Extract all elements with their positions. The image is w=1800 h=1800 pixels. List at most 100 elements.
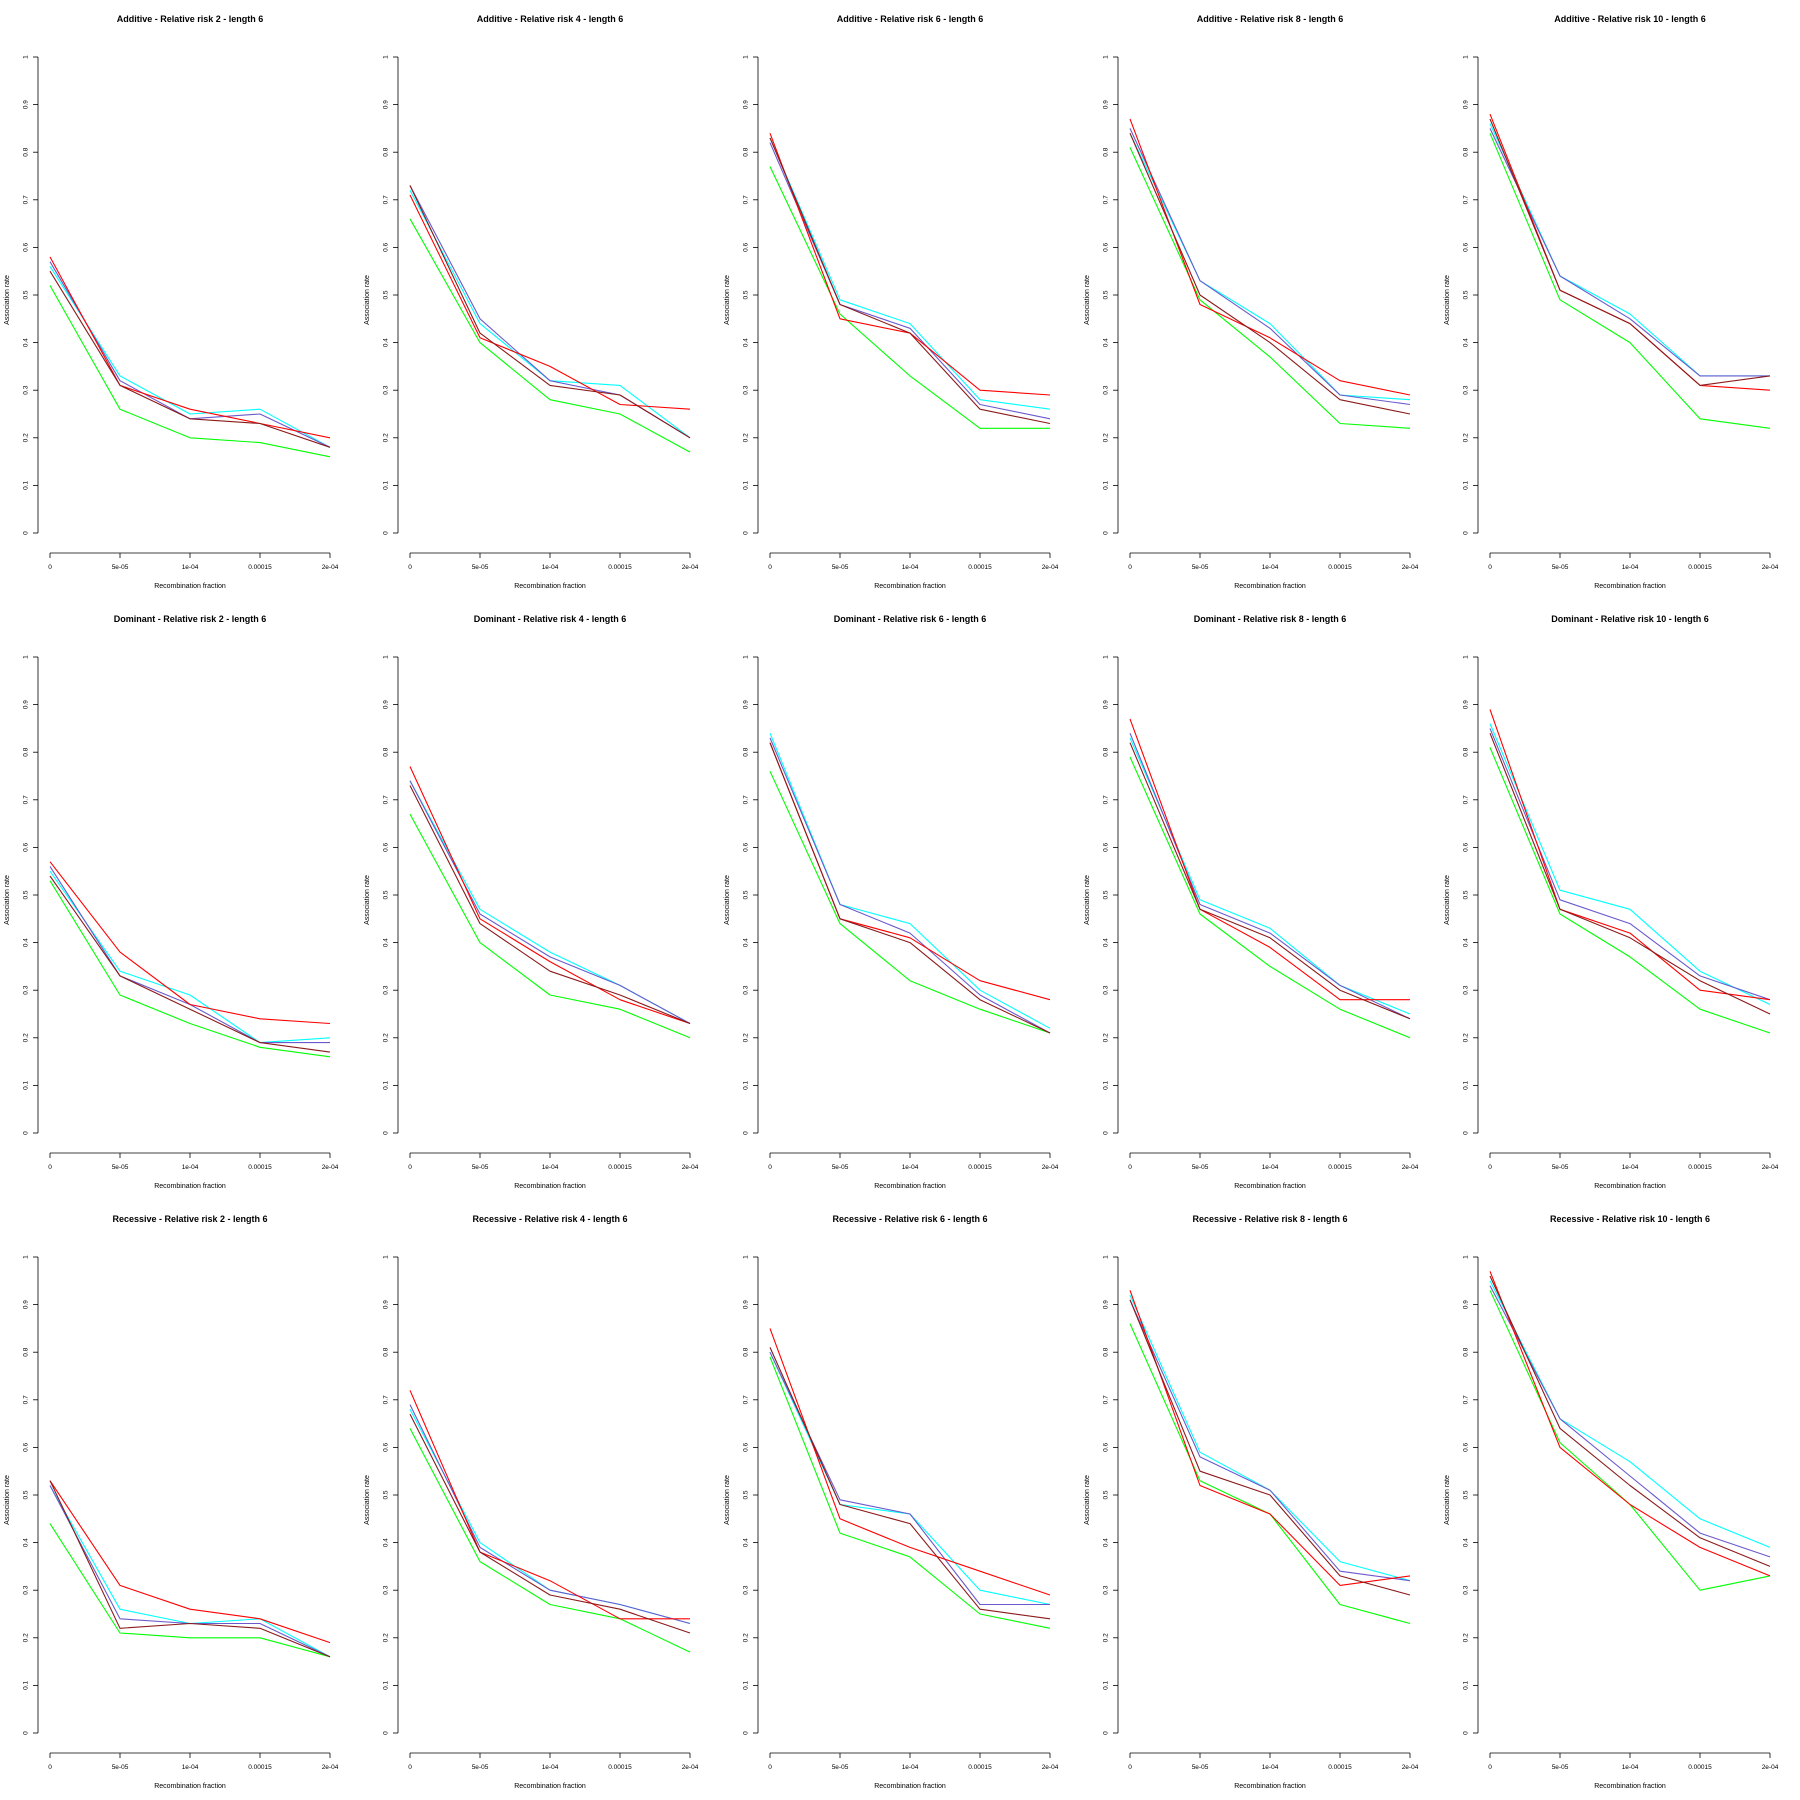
x-tick-label: 5e-05 xyxy=(472,1164,489,1171)
y-tick-label: 0.5 xyxy=(743,890,750,899)
x-tick-label: 5e-05 xyxy=(472,564,489,571)
y-tick-label: 0.7 xyxy=(23,1395,30,1404)
y-axis-label: Association rate xyxy=(724,1475,731,1525)
y-tick-label: 0.7 xyxy=(743,795,750,804)
series-line-green xyxy=(409,1428,691,1653)
chart-svg: Additive - Relative risk 8 - length 6 0 0.… xyxy=(1084,14,1419,590)
y-axis-label: Association rate xyxy=(1444,1475,1451,1525)
y-tick-label: 0.5 xyxy=(23,1490,30,1499)
y-axis-label: Association rate xyxy=(1084,1475,1091,1525)
y-axis-label: Association rate xyxy=(1084,275,1091,325)
x-tick-label: 0.00015 xyxy=(1688,1764,1712,1771)
x-tick-label: 0 xyxy=(768,564,772,571)
y-tick-label: 0.5 xyxy=(383,290,390,299)
x-tick-label: 1e-04 xyxy=(1262,564,1279,571)
y-axis-label: Association rate xyxy=(364,275,371,325)
x-tick-label: 1e-04 xyxy=(1262,1164,1279,1171)
x-tick-label: 5e-05 xyxy=(1192,1764,1209,1771)
x-tick-label: 2e-04 xyxy=(322,1164,339,1171)
chart-panel: Additive - Relative risk 6 - length 6 0 0.… xyxy=(720,0,1080,600)
chart-title: Additive - Relative risk 8 - length 6 xyxy=(1197,14,1344,24)
series-line-brown xyxy=(1489,732,1771,1015)
series-line-green xyxy=(769,1356,1051,1629)
x-axis-label: Recombination fraction xyxy=(874,583,946,590)
y-tick-label: 0.2 xyxy=(1103,1033,1110,1042)
y-tick-label: 0.3 xyxy=(23,1585,30,1594)
chart-title: Additive - Relative risk 10 - length 6 xyxy=(1554,14,1706,24)
y-tick-label: 0.6 xyxy=(23,1443,30,1452)
y-tick-label: 0 xyxy=(383,1131,390,1135)
y-tick-label: 0.4 xyxy=(743,938,750,947)
x-tick-label: 2e-04 xyxy=(1762,564,1779,571)
y-tick-label: 0 xyxy=(1463,1131,1470,1135)
chart-title: Dominant - Relative risk 2 - length 6 xyxy=(114,614,267,624)
y-axis-label: Association rate xyxy=(4,275,11,325)
x-tick-label: 1e-04 xyxy=(542,564,559,571)
y-tick-label: 0.1 xyxy=(383,1081,390,1090)
y-tick-label: 0.4 xyxy=(383,338,390,347)
series-line-red xyxy=(409,194,691,410)
x-tick-label: 0 xyxy=(768,1164,772,1171)
series-line-brown xyxy=(1129,132,1411,415)
y-tick-label: 0.7 xyxy=(1463,1395,1470,1404)
y-tick-label: 0.3 xyxy=(743,985,750,994)
y-tick-label: 0.5 xyxy=(1103,290,1110,299)
x-tick-label: 0.00015 xyxy=(608,1164,632,1171)
chart-panel: Dominant - Relative risk 6 - length 6 0 0.… xyxy=(720,600,1080,1200)
series-line-brown xyxy=(409,185,691,439)
chart-panel: Recessive - Relative risk 6 - length 6 0 0… xyxy=(720,1200,1080,1800)
x-tick-label: 1e-04 xyxy=(542,1764,559,1771)
y-tick-label: 1 xyxy=(383,55,390,59)
series-line-green xyxy=(49,285,331,458)
y-tick-label: 0.1 xyxy=(743,1681,750,1690)
y-axis-label: Association rate xyxy=(4,875,11,925)
x-axis-label: Recombination fraction xyxy=(1234,583,1306,590)
y-axis-label: Association rate xyxy=(1444,875,1451,925)
x-tick-label: 5e-05 xyxy=(472,1764,489,1771)
x-tick-label: 2e-04 xyxy=(322,564,339,571)
chart-title: Dominant - Relative risk 4 - length 6 xyxy=(474,614,627,624)
series-line-red xyxy=(1489,113,1771,391)
y-tick-label: 0.2 xyxy=(383,1033,390,1042)
y-tick-label: 0 xyxy=(743,1131,750,1135)
x-tick-label: 1e-04 xyxy=(542,1164,559,1171)
y-tick-label: 0.2 xyxy=(1463,433,1470,442)
x-tick-label: 0 xyxy=(408,564,412,571)
chart-svg: Additive - Relative risk 6 - length 6 0 0.… xyxy=(724,14,1059,590)
y-tick-label: 0.4 xyxy=(1103,938,1110,947)
series-line-brown xyxy=(49,1480,331,1658)
x-tick-label: 0 xyxy=(1128,1164,1132,1171)
series-line-cyan xyxy=(1489,123,1770,377)
y-tick-label: 1 xyxy=(383,655,390,659)
y-tick-label: 0.2 xyxy=(23,1633,30,1642)
series-line-cyan xyxy=(769,732,1051,1029)
x-axis-label: Recombination fraction xyxy=(154,1783,226,1790)
series-line-blue xyxy=(49,866,330,1044)
y-tick-label: 0.8 xyxy=(1463,147,1470,156)
chart-title: Additive - Relative risk 2 - length 6 xyxy=(117,14,264,24)
y-tick-label: 0 xyxy=(1103,1731,1110,1735)
x-tick-label: 0 xyxy=(48,1764,52,1771)
y-tick-label: 0.2 xyxy=(23,1033,30,1042)
y-tick-label: 0.3 xyxy=(1103,385,1110,394)
x-tick-label: 5e-05 xyxy=(1192,1164,1209,1171)
x-axis-label: Recombination fraction xyxy=(874,1783,946,1790)
y-tick-label: 0.8 xyxy=(383,147,390,156)
y-tick-label: 0.2 xyxy=(743,1033,750,1042)
chart-svg: Recessive - Relative risk 2 - length 6 0 0… xyxy=(4,1214,339,1790)
chart-title: Dominant - Relative risk 6 - length 6 xyxy=(834,614,987,624)
y-tick-label: 0.1 xyxy=(383,481,390,490)
chart-panel: Recessive - Relative risk 8 - length 6 0 0… xyxy=(1080,1200,1440,1800)
y-axis-label: Association rate xyxy=(1084,875,1091,925)
series-line-cyan xyxy=(49,870,331,1044)
x-tick-label: 1e-04 xyxy=(1622,564,1639,571)
x-axis-label: Recombination fraction xyxy=(514,583,586,590)
y-tick-label: 0.5 xyxy=(1103,890,1110,899)
y-tick-label: 0.6 xyxy=(1103,843,1110,852)
y-tick-label: 0.4 xyxy=(383,1538,390,1547)
y-tick-label: 0.7 xyxy=(383,1395,390,1404)
y-tick-label: 0.3 xyxy=(383,1585,390,1594)
x-tick-label: 0.00015 xyxy=(968,564,992,571)
y-tick-label: 1 xyxy=(743,1255,750,1259)
y-tick-label: 0.9 xyxy=(383,100,390,109)
